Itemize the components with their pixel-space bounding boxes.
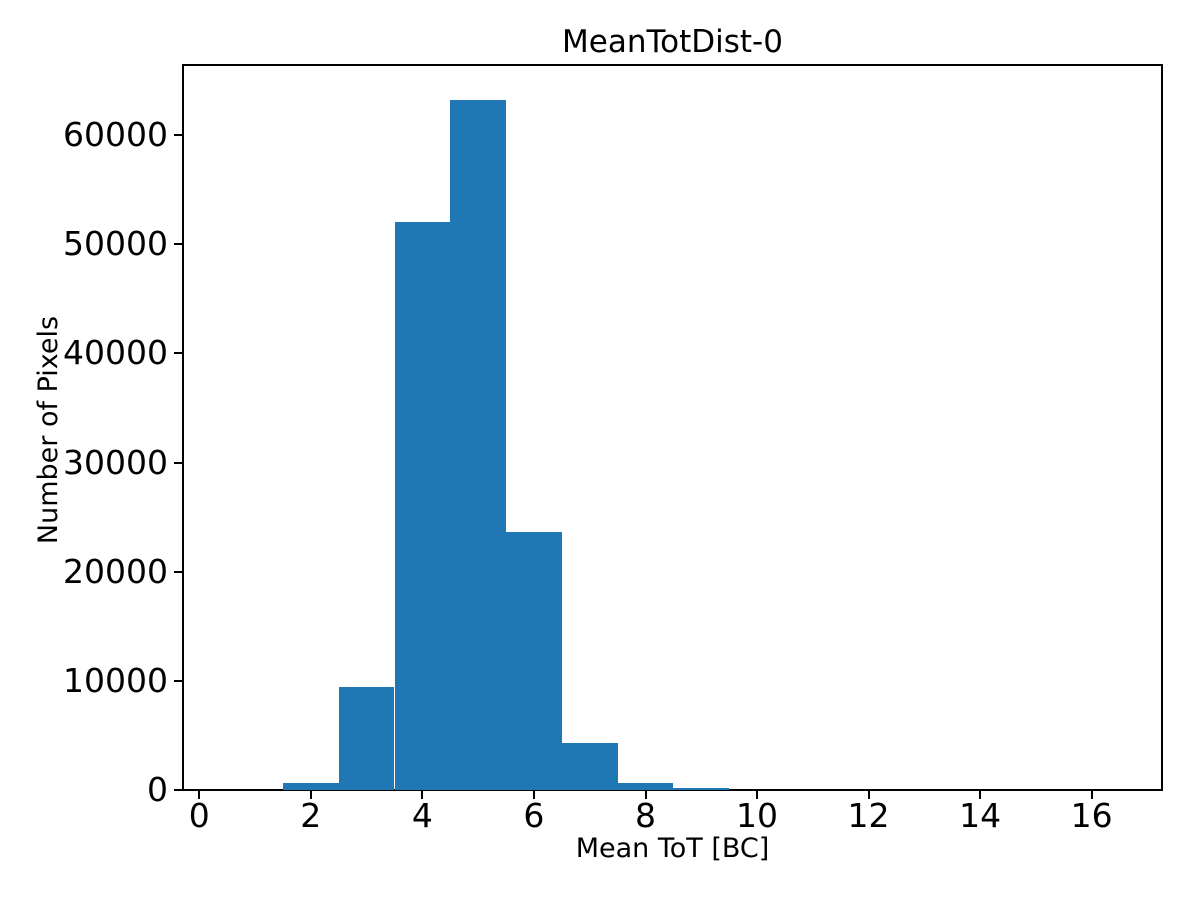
- histogram-bar: [338, 687, 395, 790]
- x-tick-label: 16: [1070, 796, 1113, 835]
- y-tick-mark: [174, 570, 182, 573]
- histogram-bar: [617, 783, 674, 790]
- histogram-bar: [450, 100, 507, 790]
- x-tick-label: 10: [736, 796, 778, 835]
- x-tick-label: 12: [847, 796, 890, 835]
- y-tick-label: 0: [147, 770, 168, 809]
- x-tick-label: 4: [411, 796, 433, 835]
- x-axis-label: Mean ToT [BC]: [575, 833, 770, 864]
- histogram-bar: [561, 742, 618, 790]
- x-tick-mark: [644, 791, 647, 799]
- plot-area: [182, 64, 1163, 791]
- x-tick-mark: [979, 791, 982, 799]
- histogram-bar: [506, 532, 562, 790]
- y-tick-mark: [174, 134, 182, 136]
- y-tick-mark: [174, 243, 182, 246]
- histogram-bar: [394, 222, 451, 790]
- x-tick-mark: [756, 791, 758, 799]
- y-tick-mark: [174, 789, 182, 791]
- y-tick-label: 10000: [63, 660, 168, 700]
- y-axis-label: Number of Pixels: [33, 315, 64, 545]
- histogram-bar: [282, 783, 339, 790]
- histogram-bar: [673, 788, 730, 790]
- y-tick-label: 60000: [63, 115, 168, 154]
- x-tick-mark: [532, 791, 535, 799]
- x-tick-mark: [198, 791, 201, 799]
- y-tick-label: 20000: [63, 551, 168, 591]
- x-tick-label: 14: [959, 796, 1002, 835]
- x-tick-mark: [1090, 791, 1093, 799]
- x-tick-label: 6: [523, 796, 545, 835]
- y-tick-label: 30000: [63, 442, 168, 482]
- x-tick-label: 0: [188, 796, 210, 835]
- y-tick-label: 40000: [63, 333, 168, 373]
- y-tick-mark: [174, 461, 182, 464]
- x-tick-label: 8: [635, 796, 656, 835]
- x-tick-mark: [421, 791, 424, 799]
- x-tick-mark: [867, 791, 870, 799]
- x-tick-mark: [309, 791, 312, 799]
- y-tick-mark: [174, 352, 182, 355]
- y-tick-label: 50000: [63, 224, 168, 264]
- y-tick-mark: [174, 679, 182, 682]
- x-tick-label: 2: [300, 796, 322, 835]
- chart-title: MeanTotDist-0: [562, 24, 783, 60]
